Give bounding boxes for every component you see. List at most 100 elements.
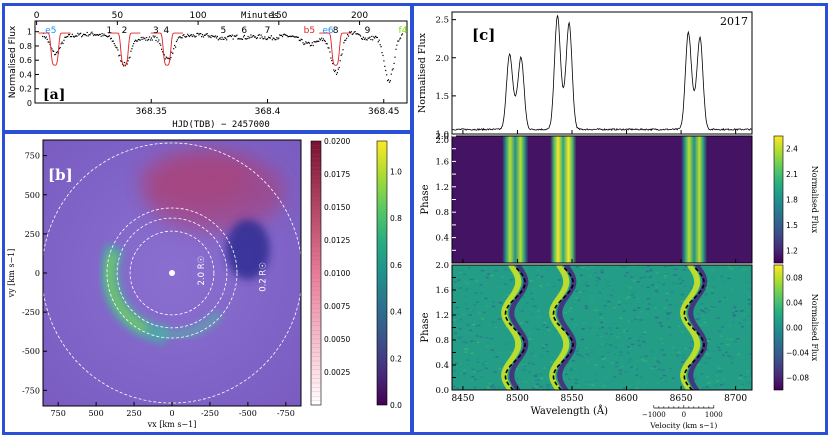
residual-speckle (574, 382, 578, 385)
residual-speckle (521, 364, 525, 366)
residual-speckle (537, 310, 540, 312)
lightcurve-point (386, 74, 388, 76)
residual-speckle (675, 283, 679, 285)
residual-speckle (674, 367, 678, 369)
x-tick-label: -500 (239, 409, 257, 418)
lightcurve-point (152, 35, 154, 37)
residual-speckle (693, 378, 697, 380)
residual-speckle (666, 317, 669, 320)
colorbar-tick-label: 0.0125 (324, 236, 350, 245)
residual-speckle (682, 357, 686, 359)
event-label: 7 (265, 26, 271, 36)
residual-speckle (664, 271, 668, 273)
residual-speckle (477, 324, 481, 327)
residual-speckle (646, 388, 650, 390)
lightcurve-point (175, 46, 177, 48)
residual-speckle (630, 294, 634, 296)
residual-speckle (460, 301, 464, 303)
lightcurve-point (266, 38, 268, 41)
lightcurve-point (94, 33, 96, 36)
residual-speckle (594, 272, 598, 274)
mid-colorbar (773, 135, 784, 264)
lightcurve-point (336, 72, 338, 74)
residual-speckle (481, 362, 485, 364)
residual-speckle (719, 384, 723, 386)
residual-speckle (465, 288, 469, 290)
lightcurve-point (61, 41, 63, 43)
residual-speckle (613, 353, 617, 355)
residual-speckle (722, 383, 726, 385)
y-tick-label: 2.0 (435, 136, 449, 146)
lightcurve-point (396, 44, 398, 46)
residual-speckle (695, 312, 699, 315)
residual-speckle (545, 326, 549, 328)
residual-speckle (698, 350, 702, 352)
lightcurve-point (260, 34, 262, 36)
residual-speckle (466, 348, 469, 350)
lightcurve-point (360, 35, 362, 37)
lightcurve-point (303, 43, 305, 46)
residual-speckle (641, 285, 645, 287)
residual-speckle (499, 372, 503, 375)
residual-speckle (458, 337, 461, 339)
residual-speckle (640, 356, 643, 358)
residual-speckle (540, 360, 544, 362)
lightcurve-point (137, 38, 139, 41)
lightcurve-point (376, 36, 378, 39)
residual-speckle (555, 333, 559, 335)
residual-speckle (490, 274, 494, 277)
residual-speckle (654, 292, 657, 294)
residual-speckle (476, 370, 480, 372)
residual-speckle (705, 287, 709, 289)
residual-speckle (747, 322, 751, 324)
residual-speckle (614, 346, 618, 349)
x-tick-label: 368.35 (136, 107, 168, 117)
residual-speckle (501, 363, 505, 366)
residual-speckle (671, 282, 675, 284)
lightcurve-point (63, 39, 65, 41)
lightcurve-point (102, 35, 104, 37)
lightcurve-point (348, 31, 351, 33)
lightcurve-point (166, 57, 168, 59)
residual-speckle (540, 265, 544, 267)
residual-speckle (610, 294, 613, 297)
residual-speckle (474, 292, 478, 294)
residual-speckle (604, 332, 608, 335)
lightcurve-point (380, 46, 382, 48)
event-label: 3 (153, 26, 159, 36)
residual-speckle (494, 296, 497, 299)
residual-speckle (463, 369, 467, 371)
residual-speckle (673, 304, 677, 306)
lightcurve-point (209, 35, 211, 37)
s-wave-emission (556, 265, 563, 268)
residual-speckle (646, 298, 650, 300)
radius-circle (41, 142, 303, 404)
residual-speckle (731, 311, 735, 314)
lightcurve-point (315, 41, 317, 43)
y-tick-label: 0.4 (19, 70, 32, 79)
s-wave-fit-line (504, 265, 526, 390)
residual-speckle (533, 290, 537, 293)
lightcurve-point (131, 48, 133, 50)
residual-speckle (674, 274, 678, 276)
residual-speckle (738, 377, 742, 379)
lightcurve-point (353, 31, 355, 33)
residual-speckle (719, 370, 722, 373)
y-tick-label: 1.5 (435, 92, 449, 102)
residual-speckle (481, 268, 485, 271)
residual-speckle (611, 362, 615, 364)
residual-speckle (670, 290, 674, 293)
lightcurve-point (215, 37, 218, 39)
residual-speckle (736, 338, 740, 340)
lightcurve-point (317, 40, 319, 42)
lightcurve-point (232, 38, 234, 40)
residual-speckle (643, 331, 647, 333)
residual-speckle (537, 370, 541, 373)
residual-speckle (607, 300, 610, 303)
residual-speckle (475, 301, 479, 303)
residual-speckle (466, 323, 470, 325)
velocity-tick-label: −1000 (642, 411, 666, 419)
residual-speckle (569, 369, 573, 371)
lightcurve-point (301, 39, 303, 41)
top-tick-label: 100 (189, 11, 206, 21)
